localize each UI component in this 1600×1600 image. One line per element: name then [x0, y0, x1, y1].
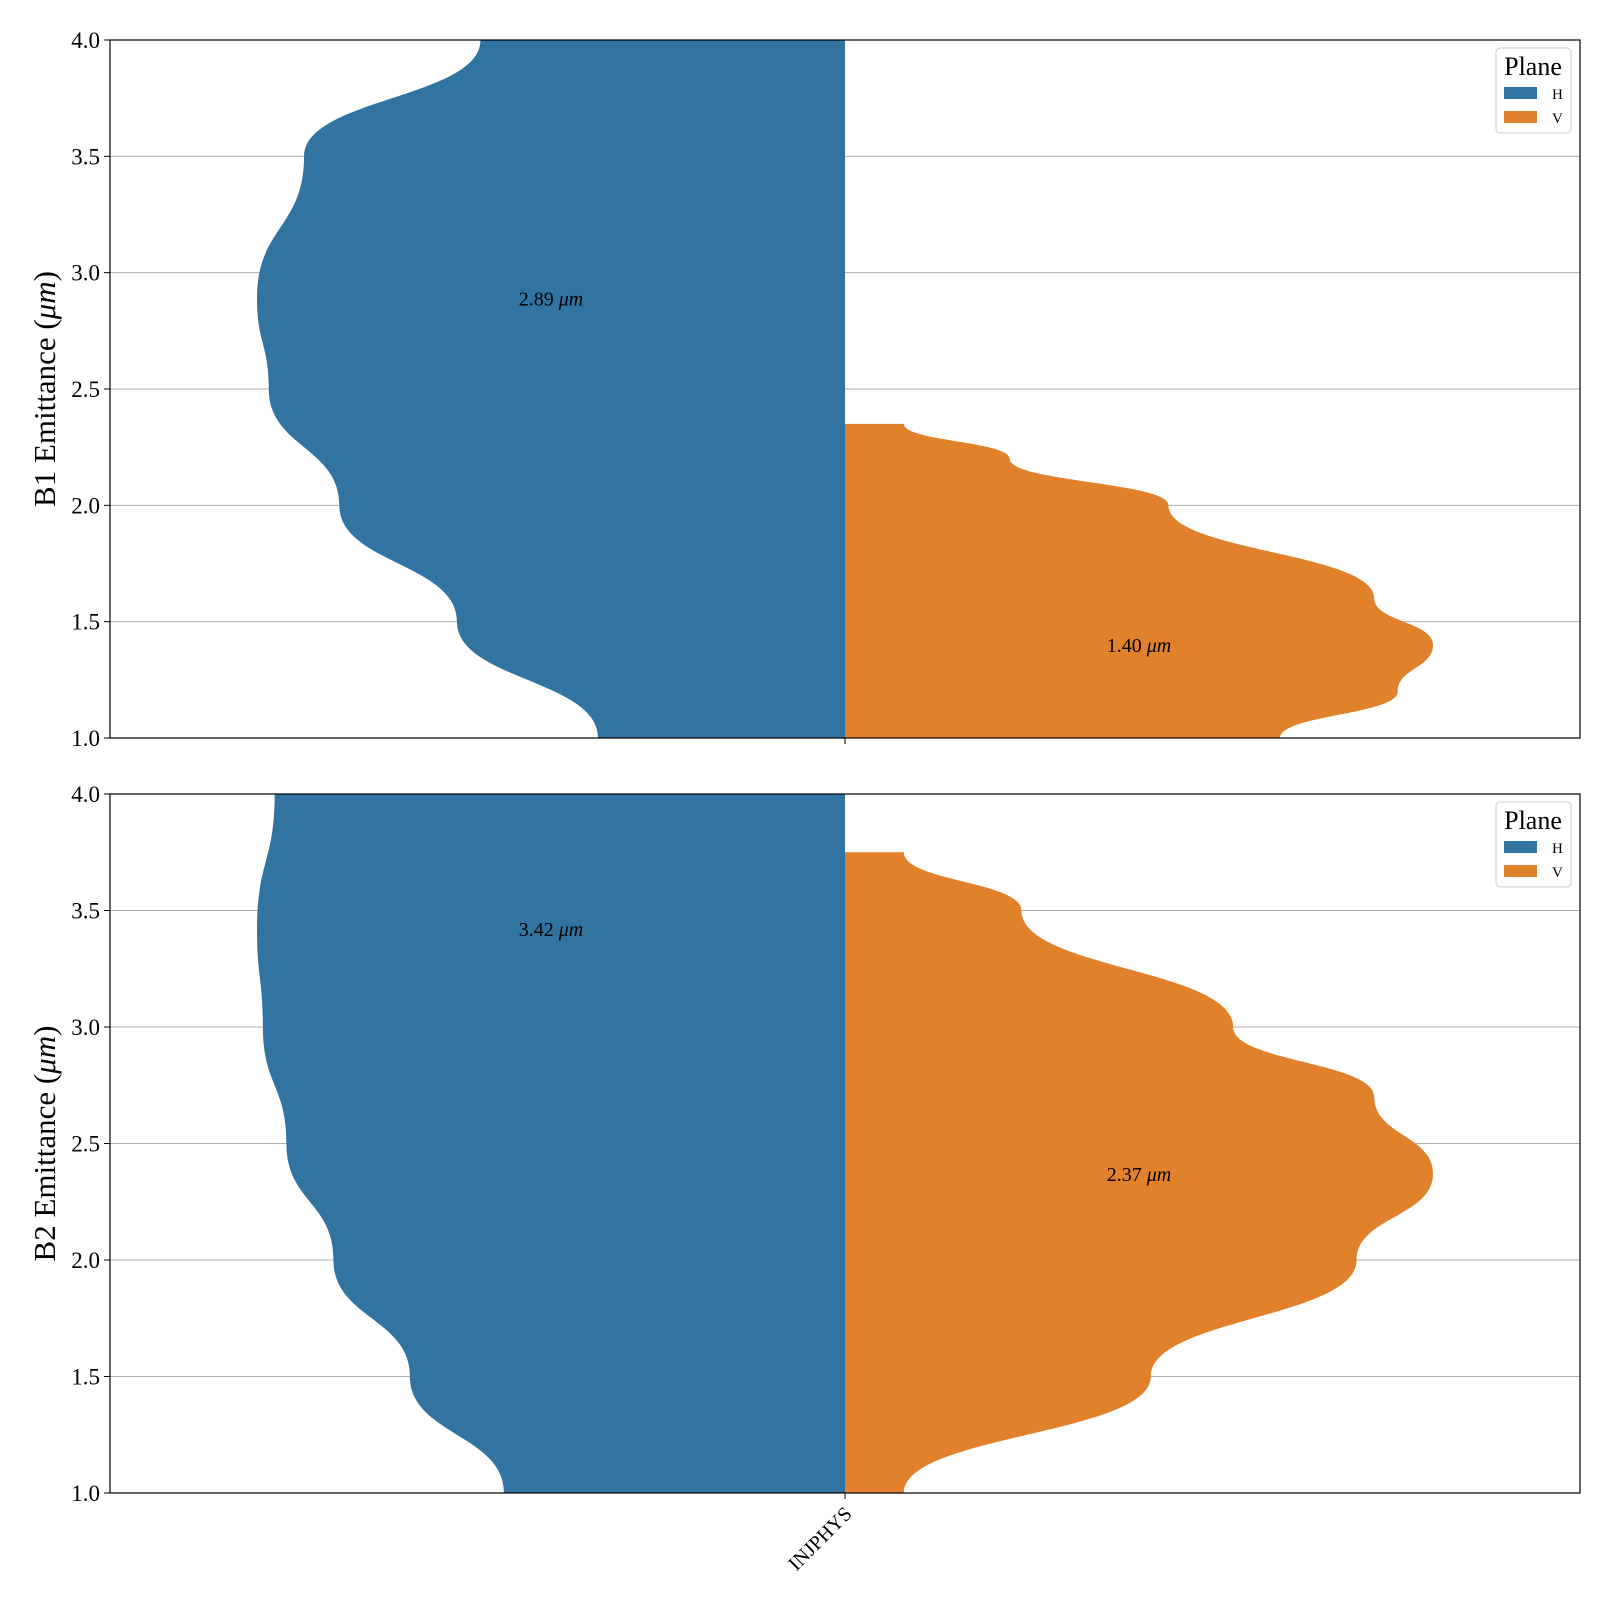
legend-label-v: V [1552, 111, 1563, 127]
median-unit: μm [1146, 1164, 1171, 1186]
median-value: 1.40 [1107, 635, 1147, 657]
violin-h [257, 794, 845, 1493]
y-tick-label: 4.0 [71, 782, 100, 807]
y-axis-title-close: ) [27, 271, 62, 281]
y-axis-title-unit: μm [27, 1036, 62, 1075]
legend-swatch-h [1504, 87, 1537, 99]
legend-label-h: H [1552, 87, 1563, 103]
violin-v [845, 423, 1433, 738]
y-tick-label: 3.0 [71, 261, 100, 286]
median-label-h: 2.89 μm [519, 288, 583, 310]
y-tick-label: 2.5 [71, 1132, 100, 1157]
violin-v [845, 852, 1433, 1493]
y-axis-title-text: B1 Emittance ( [27, 319, 62, 507]
violin-group [257, 794, 1433, 1493]
y-axis-title-unit: μm [27, 281, 62, 320]
median-label-v: 2.37 μm [1107, 1164, 1171, 1186]
y-axis-title-text: B2 Emittance ( [27, 1074, 62, 1262]
y-axis-title-close: ) [27, 1026, 62, 1036]
median-label-v: 1.40 μm [1107, 635, 1171, 657]
x-tick-label: INJPHYS [784, 1503, 856, 1575]
legend-swatch-v [1504, 111, 1537, 123]
y-tick-label: 3.0 [71, 1015, 100, 1040]
legend: Plane HV [1495, 47, 1572, 134]
y-tick-label: 4.0 [71, 28, 100, 53]
y-axis-title: B1 Emittance (μm) [27, 271, 62, 507]
legend-title: Plane [1504, 52, 1562, 81]
y-tick-label: 1.0 [71, 726, 100, 751]
y-tick-label: 1.5 [71, 610, 100, 635]
median-label-h: 3.42 μm [519, 919, 583, 941]
median-value: 3.42 [519, 919, 559, 941]
legend-swatch-h [1504, 841, 1537, 853]
y-tick-label: 2.5 [71, 377, 100, 402]
median-unit: μm [558, 919, 583, 941]
legend-swatch-v [1504, 865, 1537, 877]
median-value: 2.37 [1107, 1164, 1147, 1186]
y-tick-label: 2.0 [71, 493, 100, 518]
y-tick-label: 3.5 [71, 144, 100, 169]
median-unit: μm [1146, 635, 1171, 657]
legend-title: Plane [1504, 806, 1562, 835]
legend-label-h: H [1552, 841, 1563, 857]
legend: Plane HV [1495, 801, 1572, 888]
y-tick-label: 1.5 [71, 1365, 100, 1390]
y-axis-title: B2 Emittance (μm) [27, 1026, 62, 1262]
y-tick-label: 3.5 [71, 899, 100, 924]
legend-label-v: V [1552, 865, 1563, 881]
y-tick-label: 1.0 [71, 1481, 100, 1506]
median-value: 2.89 [519, 288, 559, 310]
median-unit: μm [558, 288, 583, 310]
y-tick-label: 2.0 [71, 1248, 100, 1273]
violin-group [257, 40, 1433, 738]
violin-h [257, 40, 845, 738]
